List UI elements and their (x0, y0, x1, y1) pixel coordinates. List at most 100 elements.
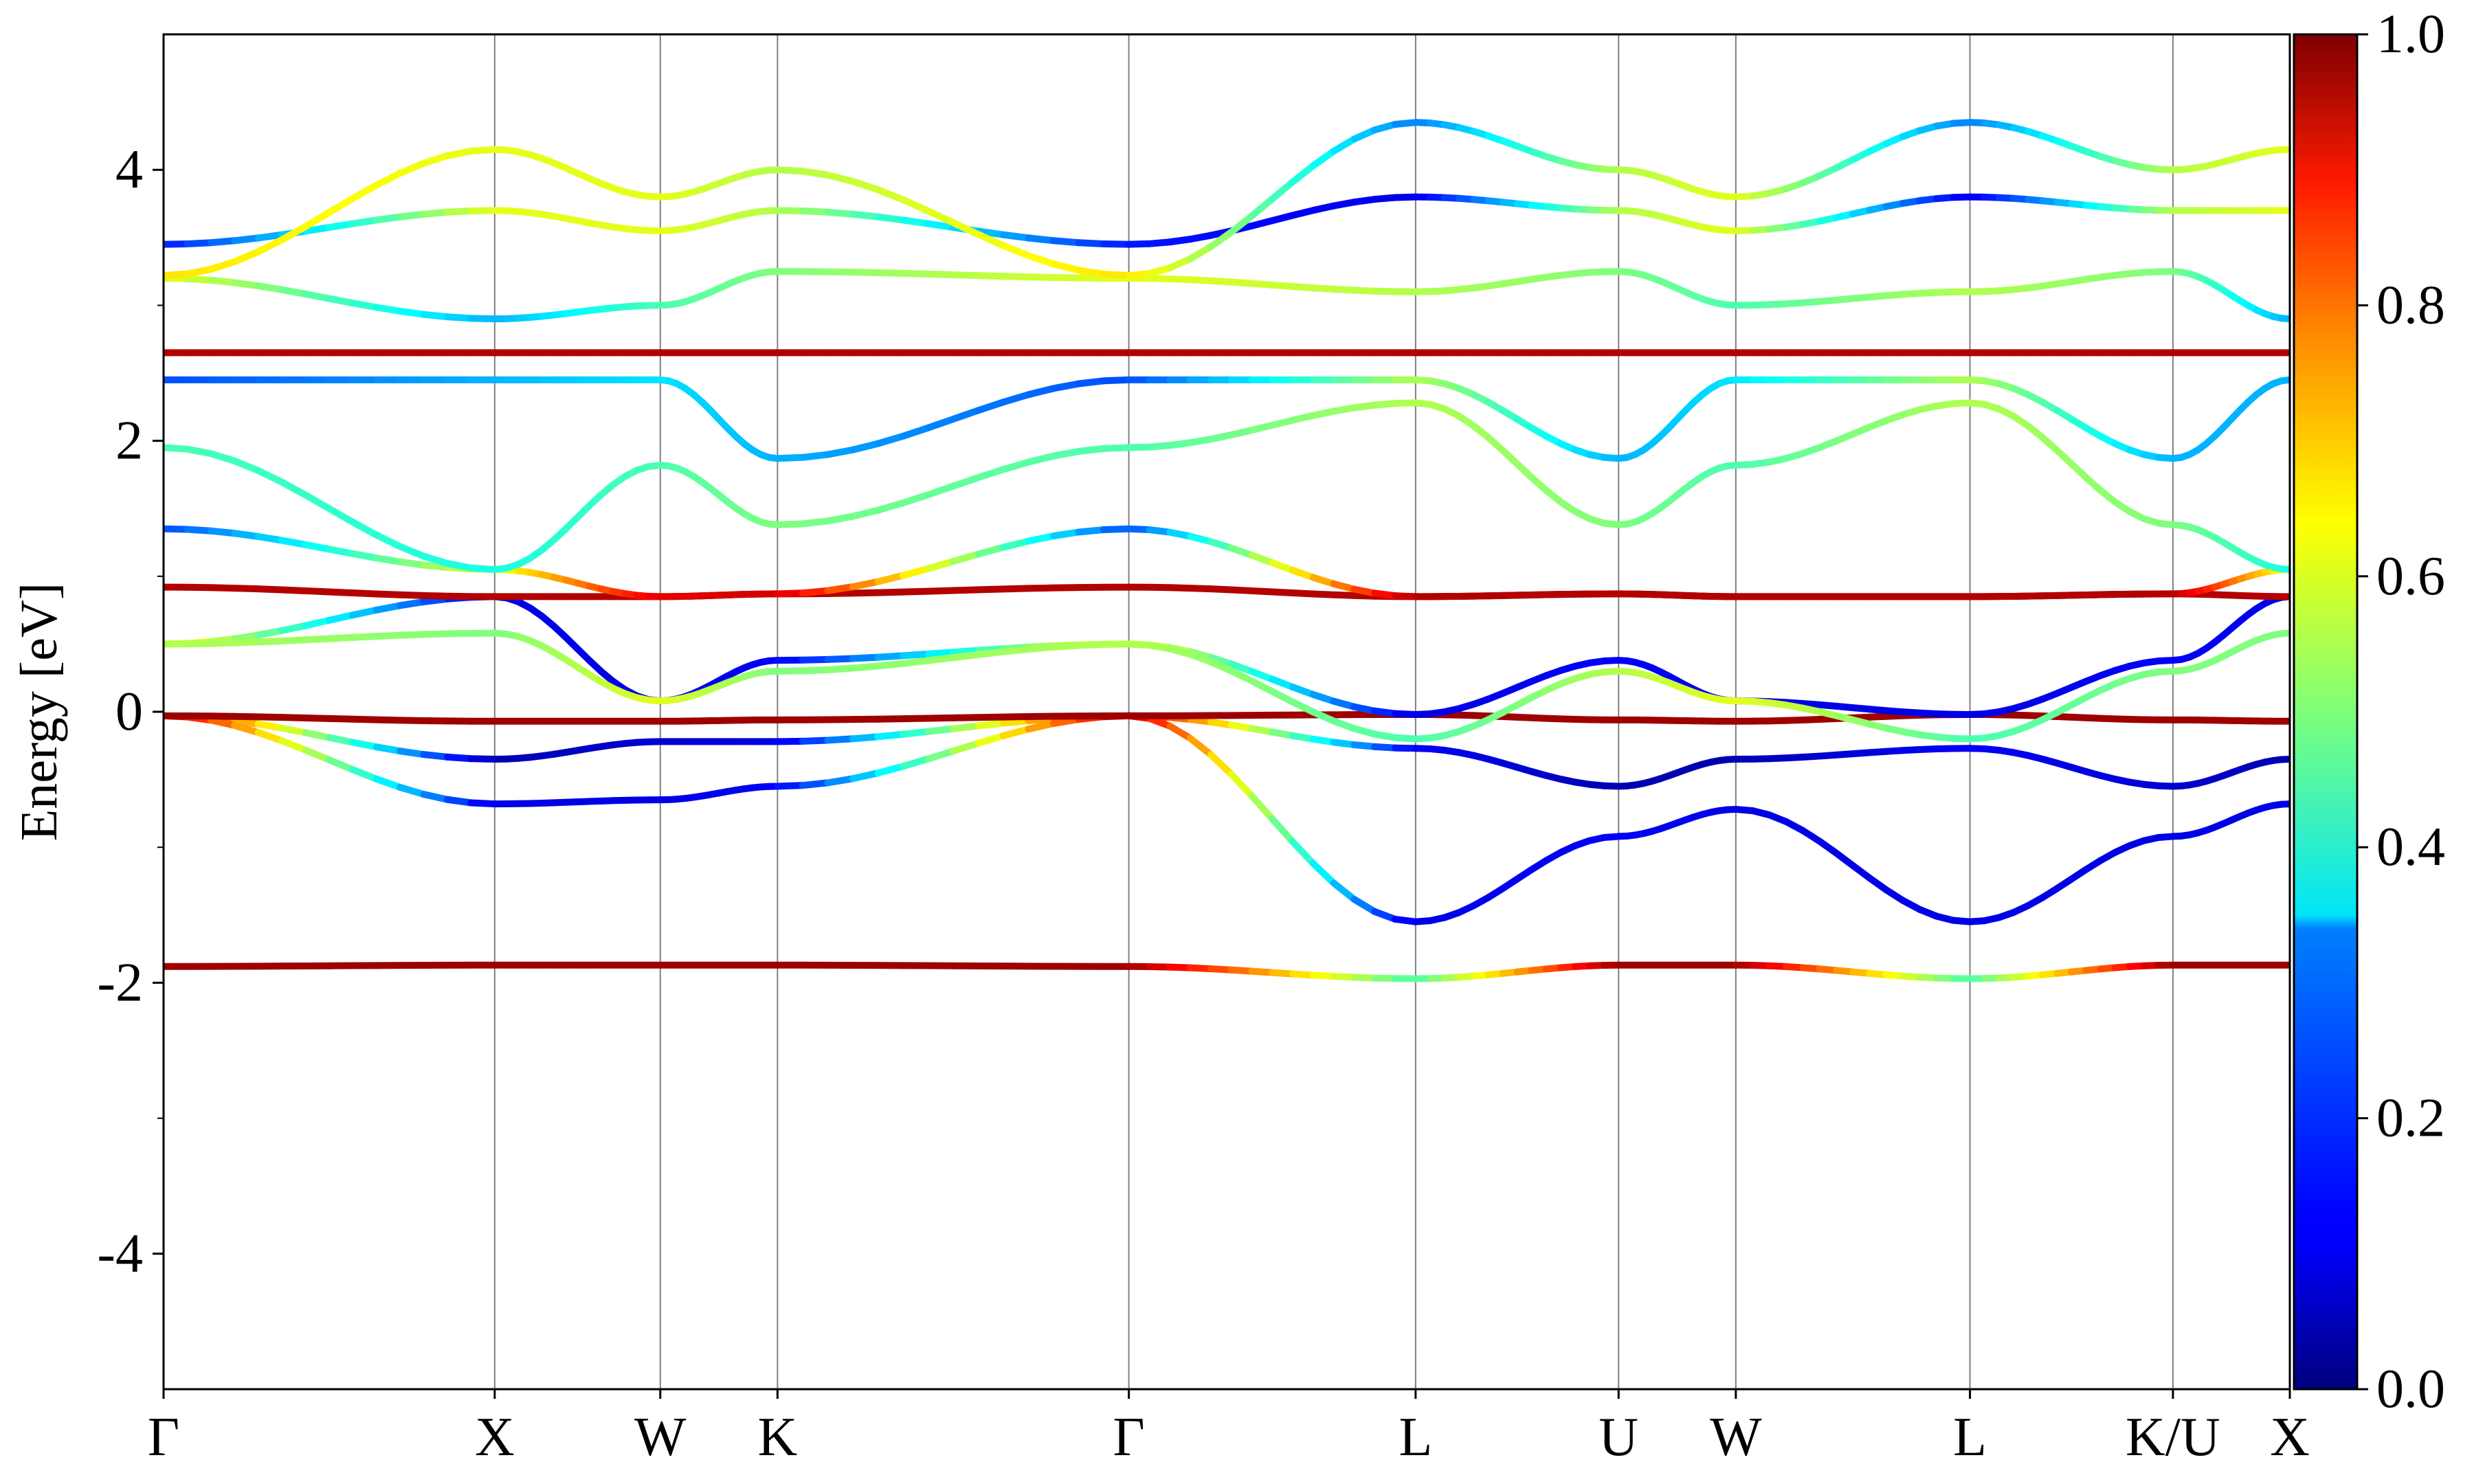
band-segment (278, 737, 309, 754)
band-segment (949, 219, 982, 238)
band-segment (207, 527, 238, 537)
band-segment (1207, 653, 1235, 668)
band-segment (1207, 658, 1235, 675)
band-lines (164, 119, 2290, 982)
band-segment (1000, 717, 1032, 727)
band-segment (874, 660, 906, 670)
band-segment (1832, 849, 1857, 869)
band-segment (1350, 196, 1379, 206)
band-segment (302, 616, 333, 629)
band-segment (1050, 448, 1082, 460)
band-segment (924, 220, 957, 232)
y-tick-label: 4 (115, 139, 143, 200)
band-segment (207, 258, 238, 273)
band-segment (1100, 240, 1133, 248)
band-segment (372, 716, 404, 724)
band-segment (849, 578, 882, 591)
band-segment (949, 271, 982, 280)
band-5 (164, 593, 2290, 718)
colorbar: 0.0 0.2 0.4 0.6 0.8 1.0 (2293, 4, 2445, 1419)
band-segment (1289, 698, 1317, 716)
band-segment (1166, 722, 1194, 742)
band-segment (183, 526, 214, 535)
band-segment (874, 432, 906, 447)
band-segment (1371, 730, 1399, 741)
band-6 (164, 629, 2290, 743)
colorbar-ticks: 0.0 0.2 0.4 0.6 0.8 1.0 (2357, 4, 2445, 1419)
band-segment (1075, 267, 1108, 278)
band-segment (397, 210, 427, 221)
band-segment (924, 654, 957, 664)
band-segment (1000, 585, 1032, 593)
band-segment (1000, 645, 1032, 655)
band-segment (1269, 688, 1297, 706)
band-segment (1166, 528, 1194, 540)
band-segment (799, 587, 832, 597)
band-segment (1025, 273, 1058, 281)
band-segment (372, 554, 404, 565)
band-segment (1289, 412, 1317, 424)
colorbar-tick-label: 0.2 (2376, 1088, 2445, 1149)
band-segment (1350, 126, 1379, 143)
band-4 (164, 710, 2290, 725)
band-segment (302, 491, 333, 513)
band-segment (974, 719, 1007, 730)
band-segment (420, 311, 452, 321)
band-segment (302, 635, 333, 644)
band-segment (349, 518, 380, 539)
band-segment (924, 587, 957, 595)
band-segment (1289, 207, 1317, 219)
band-3 (164, 712, 2290, 925)
band-segment (1248, 217, 1276, 229)
band-segment (397, 159, 427, 177)
band-segment (1371, 707, 1399, 717)
band-segment (1269, 815, 1297, 846)
band-segment (183, 445, 214, 458)
band-segment (899, 196, 932, 214)
x-tick-label: W (634, 1407, 687, 1468)
band-segment (349, 181, 380, 202)
x-tick-label: Γ (1113, 1407, 1144, 1468)
band-segment (1000, 458, 1032, 473)
band-segment (444, 629, 475, 638)
band-segment (974, 466, 1007, 482)
band-2 (164, 712, 2290, 790)
band-segment (420, 552, 452, 567)
band-segment (278, 478, 309, 499)
band-segment (1100, 525, 1133, 533)
band-segment (397, 631, 427, 639)
band-segment (1000, 231, 1032, 242)
band-segment (2277, 629, 2290, 638)
band-segment (397, 783, 427, 798)
band-segment (1187, 243, 1214, 262)
colorbar-gradient (2293, 33, 2359, 1391)
band-segment (254, 231, 286, 242)
band-segment (1100, 444, 1133, 452)
band-segment (874, 186, 906, 203)
band-segment (1330, 404, 1358, 415)
band-14 (164, 119, 2290, 280)
x-tick-label: W (1710, 1407, 1762, 1468)
band-segment (1350, 725, 1379, 738)
band-segment (397, 717, 427, 724)
band-segment (1330, 580, 1358, 593)
band-segment (420, 751, 452, 761)
band-segment (1269, 178, 1297, 203)
band-segment (302, 746, 333, 764)
band-segment (207, 639, 238, 647)
band-segment (207, 276, 238, 286)
band-segment (467, 755, 498, 763)
band-segment (397, 591, 427, 599)
band-segment (1309, 574, 1337, 587)
band-segment (231, 248, 262, 266)
band-segment (372, 213, 404, 224)
band-segment (254, 637, 286, 646)
band-segment (1350, 585, 1379, 597)
band-segment (974, 648, 1007, 658)
band-segment (1050, 528, 1082, 540)
band-segment (1269, 559, 1297, 574)
band-segment (1166, 439, 1194, 449)
band-segment (949, 550, 982, 565)
band-segment (254, 720, 286, 732)
